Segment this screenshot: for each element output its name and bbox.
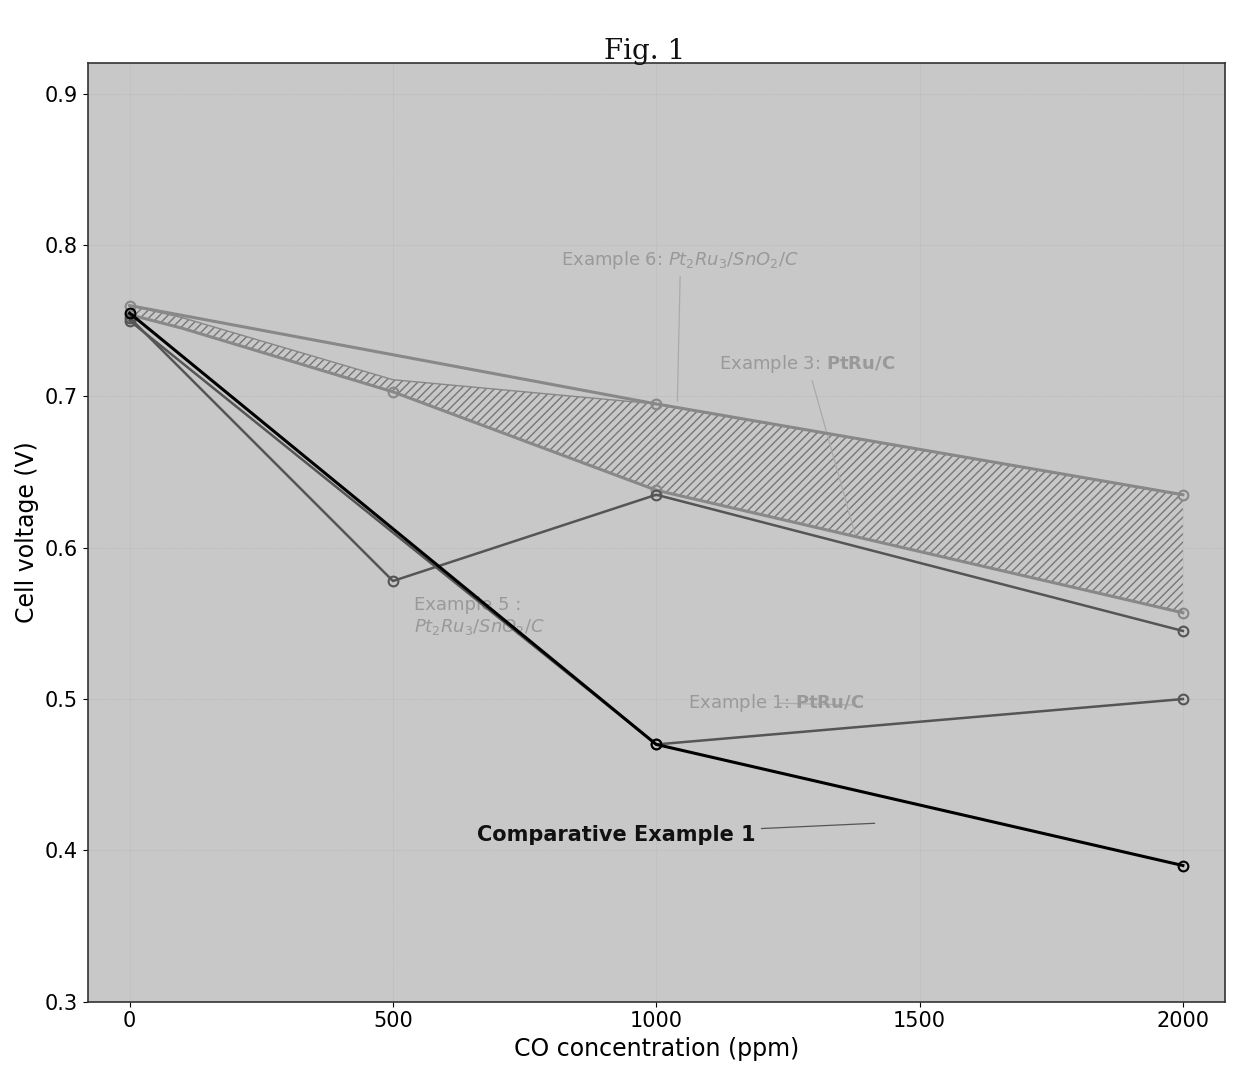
Text: Example 6: $Pt_2Ru_3/SnO_2/C$: Example 6: $Pt_2Ru_3/SnO_2/C$: [562, 249, 800, 401]
Y-axis label: Cell voltage (V): Cell voltage (V): [15, 441, 38, 623]
X-axis label: CO concentration (ppm): CO concentration (ppm): [513, 1037, 799, 1061]
Text: Comparative Example 1: Comparative Example 1: [477, 823, 874, 846]
Text: Example 5 :
$Pt_2Ru_3/SnO_2/C$: Example 5 : $Pt_2Ru_3/SnO_2/C$: [414, 596, 546, 637]
Text: Example 3: $\mathbf{PtRu/C}$: Example 3: $\mathbf{PtRu/C}$: [719, 353, 895, 536]
Text: Fig. 1: Fig. 1: [604, 38, 686, 65]
Text: Example 1: $\mathbf{PtRu/C}$: Example 1: $\mathbf{PtRu/C}$: [688, 692, 864, 714]
